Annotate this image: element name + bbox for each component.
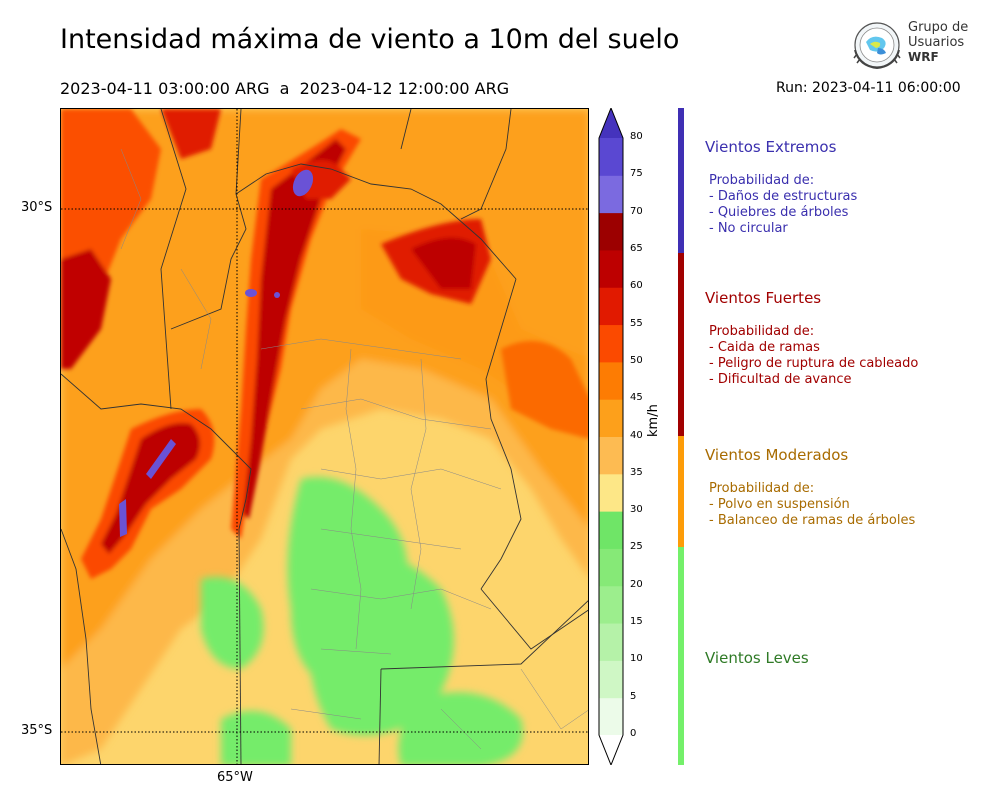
colorbar-unit: km/h — [646, 404, 661, 437]
category-title: Vientos Extremos — [705, 138, 837, 156]
colorbar-tick-label: 15 — [630, 616, 643, 628]
colorbar-tick-label: 45 — [630, 392, 643, 404]
chart-title: Intensidad máxima de viento a 10m del su… — [60, 24, 680, 55]
category-bar — [678, 547, 684, 765]
category-title: Vientos Moderados — [705, 446, 849, 464]
colorbar-segment — [599, 436, 623, 475]
colorbar-tick-label: 30 — [630, 504, 643, 516]
category-block: Vientos Extremos Probabilidad de: - Daños … — [705, 138, 857, 237]
category-bar — [678, 108, 684, 253]
strong-wind-zone — [61, 109, 588, 579]
colorbar-tick-label: 75 — [630, 168, 643, 180]
colorbar-tick-label: 50 — [630, 354, 643, 366]
logo-line3: WRF — [908, 50, 939, 64]
category-description-line: Probabilidad de: — [709, 481, 815, 496]
wind-map — [60, 108, 589, 765]
category-title: Vientos Leves — [705, 649, 809, 667]
category-block: Vientos Moderados Probabilidad de: - Polvo… — [705, 446, 915, 529]
colorbar-outline — [598, 108, 624, 765]
category-bar — [678, 436, 684, 547]
lat-label-35s: 35°S — [21, 723, 53, 738]
colorbar-tick-label: 65 — [630, 242, 643, 254]
colorbar-tick-label: 70 — [630, 205, 643, 217]
category-description-line: - No circular — [709, 221, 788, 236]
colorbar-tick-label: 25 — [630, 541, 643, 553]
category-description-line: - Caida de ramas — [709, 340, 820, 355]
category-description-line: Probabilidad de: — [709, 173, 815, 188]
colorbar-tick-label: 35 — [630, 466, 643, 478]
colorbar-segment — [599, 623, 623, 661]
category-description: Probabilidad de: - Caida de ramas - Peligr… — [709, 324, 918, 388]
colorbar-tick-label: 5 — [630, 690, 637, 702]
colorbar — [598, 108, 624, 765]
colorbar-segment — [599, 138, 623, 176]
colorbar-tick-label: 80 — [630, 131, 643, 142]
category-description-line: - Peligro de ruptura de cableado — [709, 356, 919, 371]
colorbar-segment — [599, 660, 623, 699]
category-title: Vientos Fuertes — [705, 289, 822, 307]
category-block: Vientos Leves — [705, 649, 809, 667]
colorbar-segment — [599, 361, 623, 400]
colorbar-tick-label: 0 — [630, 728, 637, 739]
extreme-wind-zone — [119, 169, 314, 537]
colorbar-tick-label: 40 — [630, 429, 643, 441]
colorbar-segment — [599, 175, 623, 214]
colorbar-segment — [599, 697, 623, 736]
lon-label-65w: 65°W — [217, 770, 253, 785]
globe-icon — [853, 22, 901, 70]
category-description-line: Probabilidad de: — [709, 324, 815, 339]
colorbar-segment — [599, 249, 623, 288]
colorbar-segment — [599, 287, 623, 326]
colorbar-segment — [599, 324, 623, 363]
logo-line2: Usuarios — [908, 35, 965, 50]
run-timestamp: Run: 2023-04-11 06:00:00 — [776, 80, 961, 96]
category-description: Probabilidad de: - Polvo en suspensión - B… — [709, 481, 915, 529]
colorbar-extend-max — [599, 108, 623, 138]
wind-field-map — [61, 109, 588, 764]
colorbar-segment — [599, 399, 623, 437]
colorbar-extend-min — [599, 735, 623, 765]
department-borders — [120, 148, 588, 750]
logo-text: Grupo de Usuarios WRF — [908, 20, 968, 65]
colorbar-segment — [599, 212, 623, 251]
category-description-line: - Daños de estructuras — [709, 189, 858, 204]
date-range: 2023-04-11 03:00:00 ARG a 2023-04-12 12:… — [60, 79, 510, 98]
grupo-usuarios-wrf-logo: Grupo de Usuarios WRF — [850, 18, 970, 74]
light-wind-zone — [201, 477, 523, 764]
colorbar-tick-label: 55 — [630, 317, 643, 329]
category-description-line: - Dificultad de avance — [709, 372, 852, 387]
colorbar-tick-label: 60 — [630, 280, 643, 292]
colorbar-segment — [599, 473, 623, 512]
category-bar — [678, 253, 684, 436]
province-boundaries — [61, 109, 588, 764]
colorbar-tick-label: 10 — [630, 653, 643, 665]
category-block: Vientos Fuertes Probabilidad de: - Caida d… — [705, 289, 918, 388]
category-description-line: - Quiebres de árboles — [709, 205, 849, 220]
lat-label-30s: 30°S — [21, 200, 53, 215]
category-description: Probabilidad de: - Daños de estructuras - … — [709, 173, 857, 237]
colorbar-segment — [599, 511, 623, 549]
category-description-line: - Balanceo de ramas de árboles — [709, 513, 916, 528]
colorbar-segment — [599, 548, 623, 587]
logo-line1: Grupo de — [908, 20, 969, 35]
colorbar-segment — [599, 585, 623, 624]
category-description-line: - Polvo en suspensión — [709, 497, 850, 512]
colorbar-tick-label: 20 — [630, 578, 643, 590]
